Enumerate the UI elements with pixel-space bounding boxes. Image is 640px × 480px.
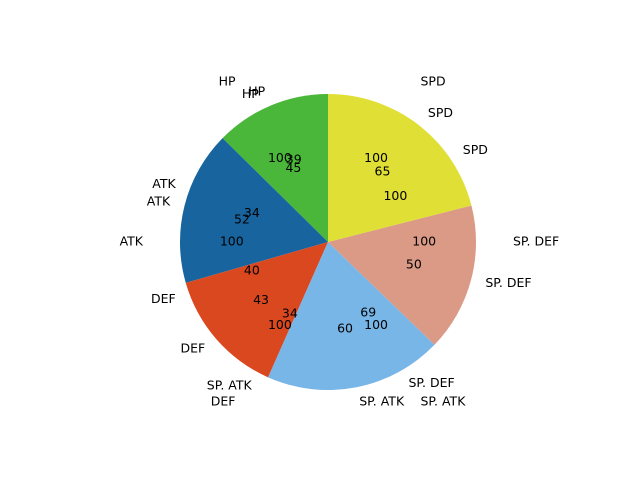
value-label: 52 [234, 212, 250, 227]
value-label: 100 [364, 150, 388, 165]
value-label: 39 [286, 152, 302, 167]
value-label: 34 [244, 205, 260, 220]
pie-slice-sp-def [328, 205, 476, 345]
value-label: 100 [268, 317, 292, 332]
value-label: 100 [220, 234, 244, 249]
value-label: 50 [406, 256, 422, 271]
category-label-def: DEF [151, 291, 176, 306]
category-label-spd: SPD [463, 142, 488, 157]
category-label-sp-def: SP. DEF [408, 375, 454, 390]
pie-slice-spd [328, 94, 472, 242]
category-label-atk: ATK [120, 234, 144, 249]
category-label-def: DEF [211, 394, 236, 409]
value-label: 100 [364, 317, 388, 332]
value-label: 100 [383, 188, 407, 203]
pie-labels: HP 39 ATK 52 DEF 43 SP. ATK 60 SP. DEF 50 SPD 65 HP 1… [120, 73, 560, 408]
pie-slice-atk [180, 138, 328, 283]
category-label-sp-def: SP. DEF [485, 275, 531, 290]
value-label: 69 [360, 304, 376, 319]
value-label: 45 [285, 160, 301, 175]
category-label-def: DEF [181, 340, 206, 355]
category-label-atk: ATK [147, 193, 171, 208]
category-label-spd: SPD [428, 105, 453, 120]
category-label-atk: ATK [152, 176, 176, 191]
category-label-hp: HP [242, 86, 259, 101]
category-label-sp-def: SP. DEF [513, 234, 559, 249]
pie-slice-def [185, 242, 328, 378]
category-label-hp: HP [248, 83, 265, 98]
value-label: 40 [244, 262, 260, 277]
category-label-sp-atk: SP. ATK [207, 377, 253, 392]
value-label: 100 [268, 150, 292, 165]
pie-slice-hp [222, 94, 328, 242]
value-label: 60 [337, 321, 353, 336]
category-label-sp-atk: SP. ATK [421, 394, 467, 409]
category-label-sp-atk: SP. ATK [359, 393, 405, 408]
pie-slice-sp-atk [268, 242, 435, 391]
value-label: 43 [253, 292, 269, 307]
value-label: 100 [412, 234, 436, 249]
value-label: 34 [282, 305, 298, 320]
pie-slices [180, 94, 476, 391]
category-label-spd: SPD [421, 73, 446, 88]
category-label-hp: HP [219, 73, 236, 88]
value-label: 65 [375, 163, 391, 178]
